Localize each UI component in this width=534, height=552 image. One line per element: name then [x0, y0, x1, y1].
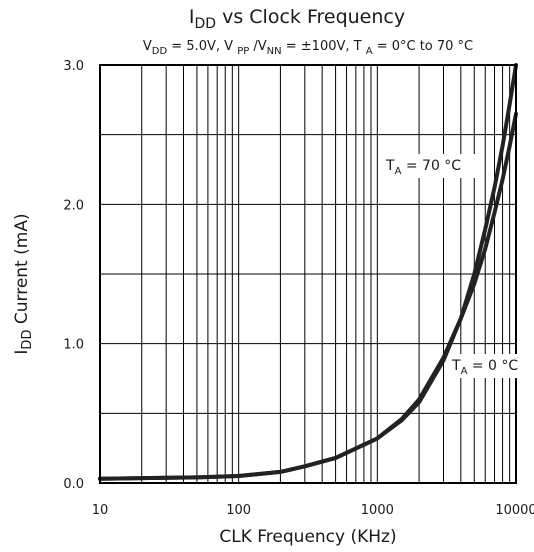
chart-subtitle: VDD = 5.0V, V PP /VNN = ±100V, T A = 0°C… — [143, 39, 473, 57]
x-axis-label: CLK Frequency (KHz) — [219, 527, 396, 547]
series-layer — [98, 63, 518, 481]
y-tick-labels: 0.0 1.0 2.0 3.0 — [63, 59, 84, 492]
annotation-label: TA = 70 °C — [385, 158, 461, 177]
series-line-1 — [98, 111, 518, 481]
grid — [100, 65, 516, 483]
x-tick-labels: 10 100 1000 10000 — [92, 503, 534, 518]
y-axis-label: IDD Current (mA) — [12, 213, 35, 354]
x-tick-label: 10000 — [495, 503, 534, 518]
x-tick-label: 1000 — [361, 503, 394, 518]
annotation-background — [449, 354, 519, 378]
y-tick-label: 3.0 — [63, 59, 84, 74]
y-tick-label: 2.0 — [63, 198, 84, 213]
x-tick-label: 10 — [92, 503, 109, 518]
series-line-0 — [98, 63, 518, 481]
annotation-background — [383, 154, 475, 178]
y-tick-label: 1.0 — [63, 338, 84, 353]
y-tick-label: 0.0 — [63, 477, 84, 492]
annotations: TA = 70 °C TA = 0 °C — [383, 154, 519, 378]
x-tick-label: 100 — [226, 503, 251, 518]
plot-frame — [99, 64, 517, 484]
chart-title: IDD vs Clock Frequency — [189, 6, 405, 32]
annotation-label: TA = 0 °C — [451, 358, 518, 377]
